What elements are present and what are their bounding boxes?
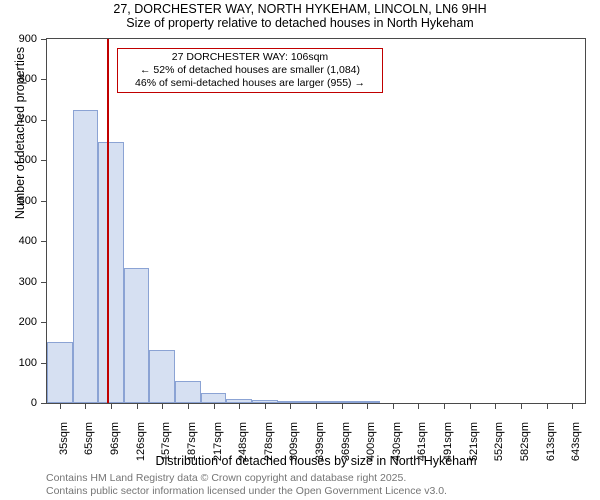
histogram-bar xyxy=(278,401,304,403)
x-tick-mark xyxy=(470,404,471,409)
x-tick-label: 461sqm xyxy=(416,422,428,468)
y-tick-mark xyxy=(41,120,46,121)
y-tick-label: 400 xyxy=(0,235,37,247)
x-tick-label: 521sqm xyxy=(468,422,480,468)
chart-title: 27, DORCHESTER WAY, NORTH HYKEHAM, LINCO… xyxy=(0,2,600,30)
x-tick-label: 187sqm xyxy=(186,422,198,468)
x-tick-label: 491sqm xyxy=(442,422,454,468)
y-tick-mark xyxy=(41,322,46,323)
x-tick-label: 126sqm xyxy=(135,422,147,468)
x-tick-mark xyxy=(85,404,86,409)
reference-line xyxy=(107,39,109,403)
x-tick-mark xyxy=(367,404,368,409)
y-tick-label: 100 xyxy=(0,357,37,369)
bars-layer xyxy=(47,39,585,403)
x-tick-mark xyxy=(60,404,61,409)
title-line-2: Size of property relative to detached ho… xyxy=(0,16,600,30)
x-tick-mark xyxy=(547,404,548,409)
y-tick-label: 0 xyxy=(0,397,37,409)
histogram-bar xyxy=(252,400,278,403)
x-tick-label: 217sqm xyxy=(212,422,224,468)
histogram-bar xyxy=(47,342,73,403)
x-tick-mark xyxy=(162,404,163,409)
x-tick-label: 339sqm xyxy=(314,422,326,468)
annotation-line-3: 46% of semi-detached houses are larger (… xyxy=(122,77,378,90)
histogram-bar xyxy=(149,350,175,403)
y-tick-mark xyxy=(41,363,46,364)
x-tick-mark xyxy=(316,404,317,409)
x-tick-label: 278sqm xyxy=(263,422,275,468)
histogram-bar xyxy=(73,110,99,403)
title-line-1: 27, DORCHESTER WAY, NORTH HYKEHAM, LINCO… xyxy=(0,2,600,16)
annotation-box: 27 DORCHESTER WAY: 106sqm ← 52% of detac… xyxy=(117,48,383,93)
x-tick-label: 309sqm xyxy=(288,422,300,468)
x-tick-label: 552sqm xyxy=(493,422,505,468)
x-tick-mark xyxy=(239,404,240,409)
annotation-line-2: ← 52% of detached houses are smaller (1,… xyxy=(122,64,378,77)
x-tick-label: 248sqm xyxy=(237,422,249,468)
y-tick-label: 200 xyxy=(0,316,37,328)
x-tick-mark xyxy=(137,404,138,409)
x-tick-label: 400sqm xyxy=(365,422,377,468)
x-tick-mark xyxy=(418,404,419,409)
x-tick-mark xyxy=(444,404,445,409)
histogram-bar xyxy=(354,401,380,403)
y-tick-mark xyxy=(41,201,46,202)
x-tick-label: 65sqm xyxy=(83,422,95,468)
x-tick-label: 35sqm xyxy=(58,422,70,468)
y-tick-mark xyxy=(41,79,46,80)
x-tick-mark xyxy=(393,404,394,409)
x-tick-mark xyxy=(521,404,522,409)
y-tick-mark xyxy=(41,241,46,242)
x-tick-label: 96sqm xyxy=(109,422,121,468)
x-tick-mark xyxy=(342,404,343,409)
x-tick-mark xyxy=(188,404,189,409)
x-tick-label: 643sqm xyxy=(570,422,582,468)
histogram-bar xyxy=(226,399,252,403)
y-tick-label: 700 xyxy=(0,114,37,126)
x-tick-label: 369sqm xyxy=(340,422,352,468)
y-tick-label: 900 xyxy=(0,33,37,45)
x-tick-mark xyxy=(111,404,112,409)
y-tick-label: 800 xyxy=(0,73,37,85)
histogram-bar xyxy=(124,268,150,403)
x-tick-mark xyxy=(495,404,496,409)
x-tick-label: 613sqm xyxy=(545,422,557,468)
y-tick-mark xyxy=(41,160,46,161)
y-tick-label: 300 xyxy=(0,276,37,288)
y-tick-label: 500 xyxy=(0,195,37,207)
histogram-bar xyxy=(329,401,355,403)
x-tick-label: 582sqm xyxy=(519,422,531,468)
footer-line-2: Contains public sector information licen… xyxy=(46,485,447,497)
x-tick-mark xyxy=(214,404,215,409)
x-tick-label: 430sqm xyxy=(391,422,403,468)
x-tick-mark xyxy=(572,404,573,409)
y-tick-mark xyxy=(41,39,46,40)
x-tick-label: 157sqm xyxy=(160,422,172,468)
y-tick-label: 600 xyxy=(0,154,37,166)
annotation-line-1: 27 DORCHESTER WAY: 106sqm xyxy=(122,51,378,64)
histogram-bar xyxy=(175,381,201,403)
histogram-bar xyxy=(303,401,329,403)
y-tick-mark xyxy=(41,282,46,283)
x-tick-mark xyxy=(290,404,291,409)
histogram-bar xyxy=(98,142,124,403)
footer-line-1: Contains HM Land Registry data © Crown c… xyxy=(46,472,406,484)
y-tick-mark xyxy=(41,403,46,404)
histogram-bar xyxy=(201,393,227,403)
x-tick-mark xyxy=(265,404,266,409)
